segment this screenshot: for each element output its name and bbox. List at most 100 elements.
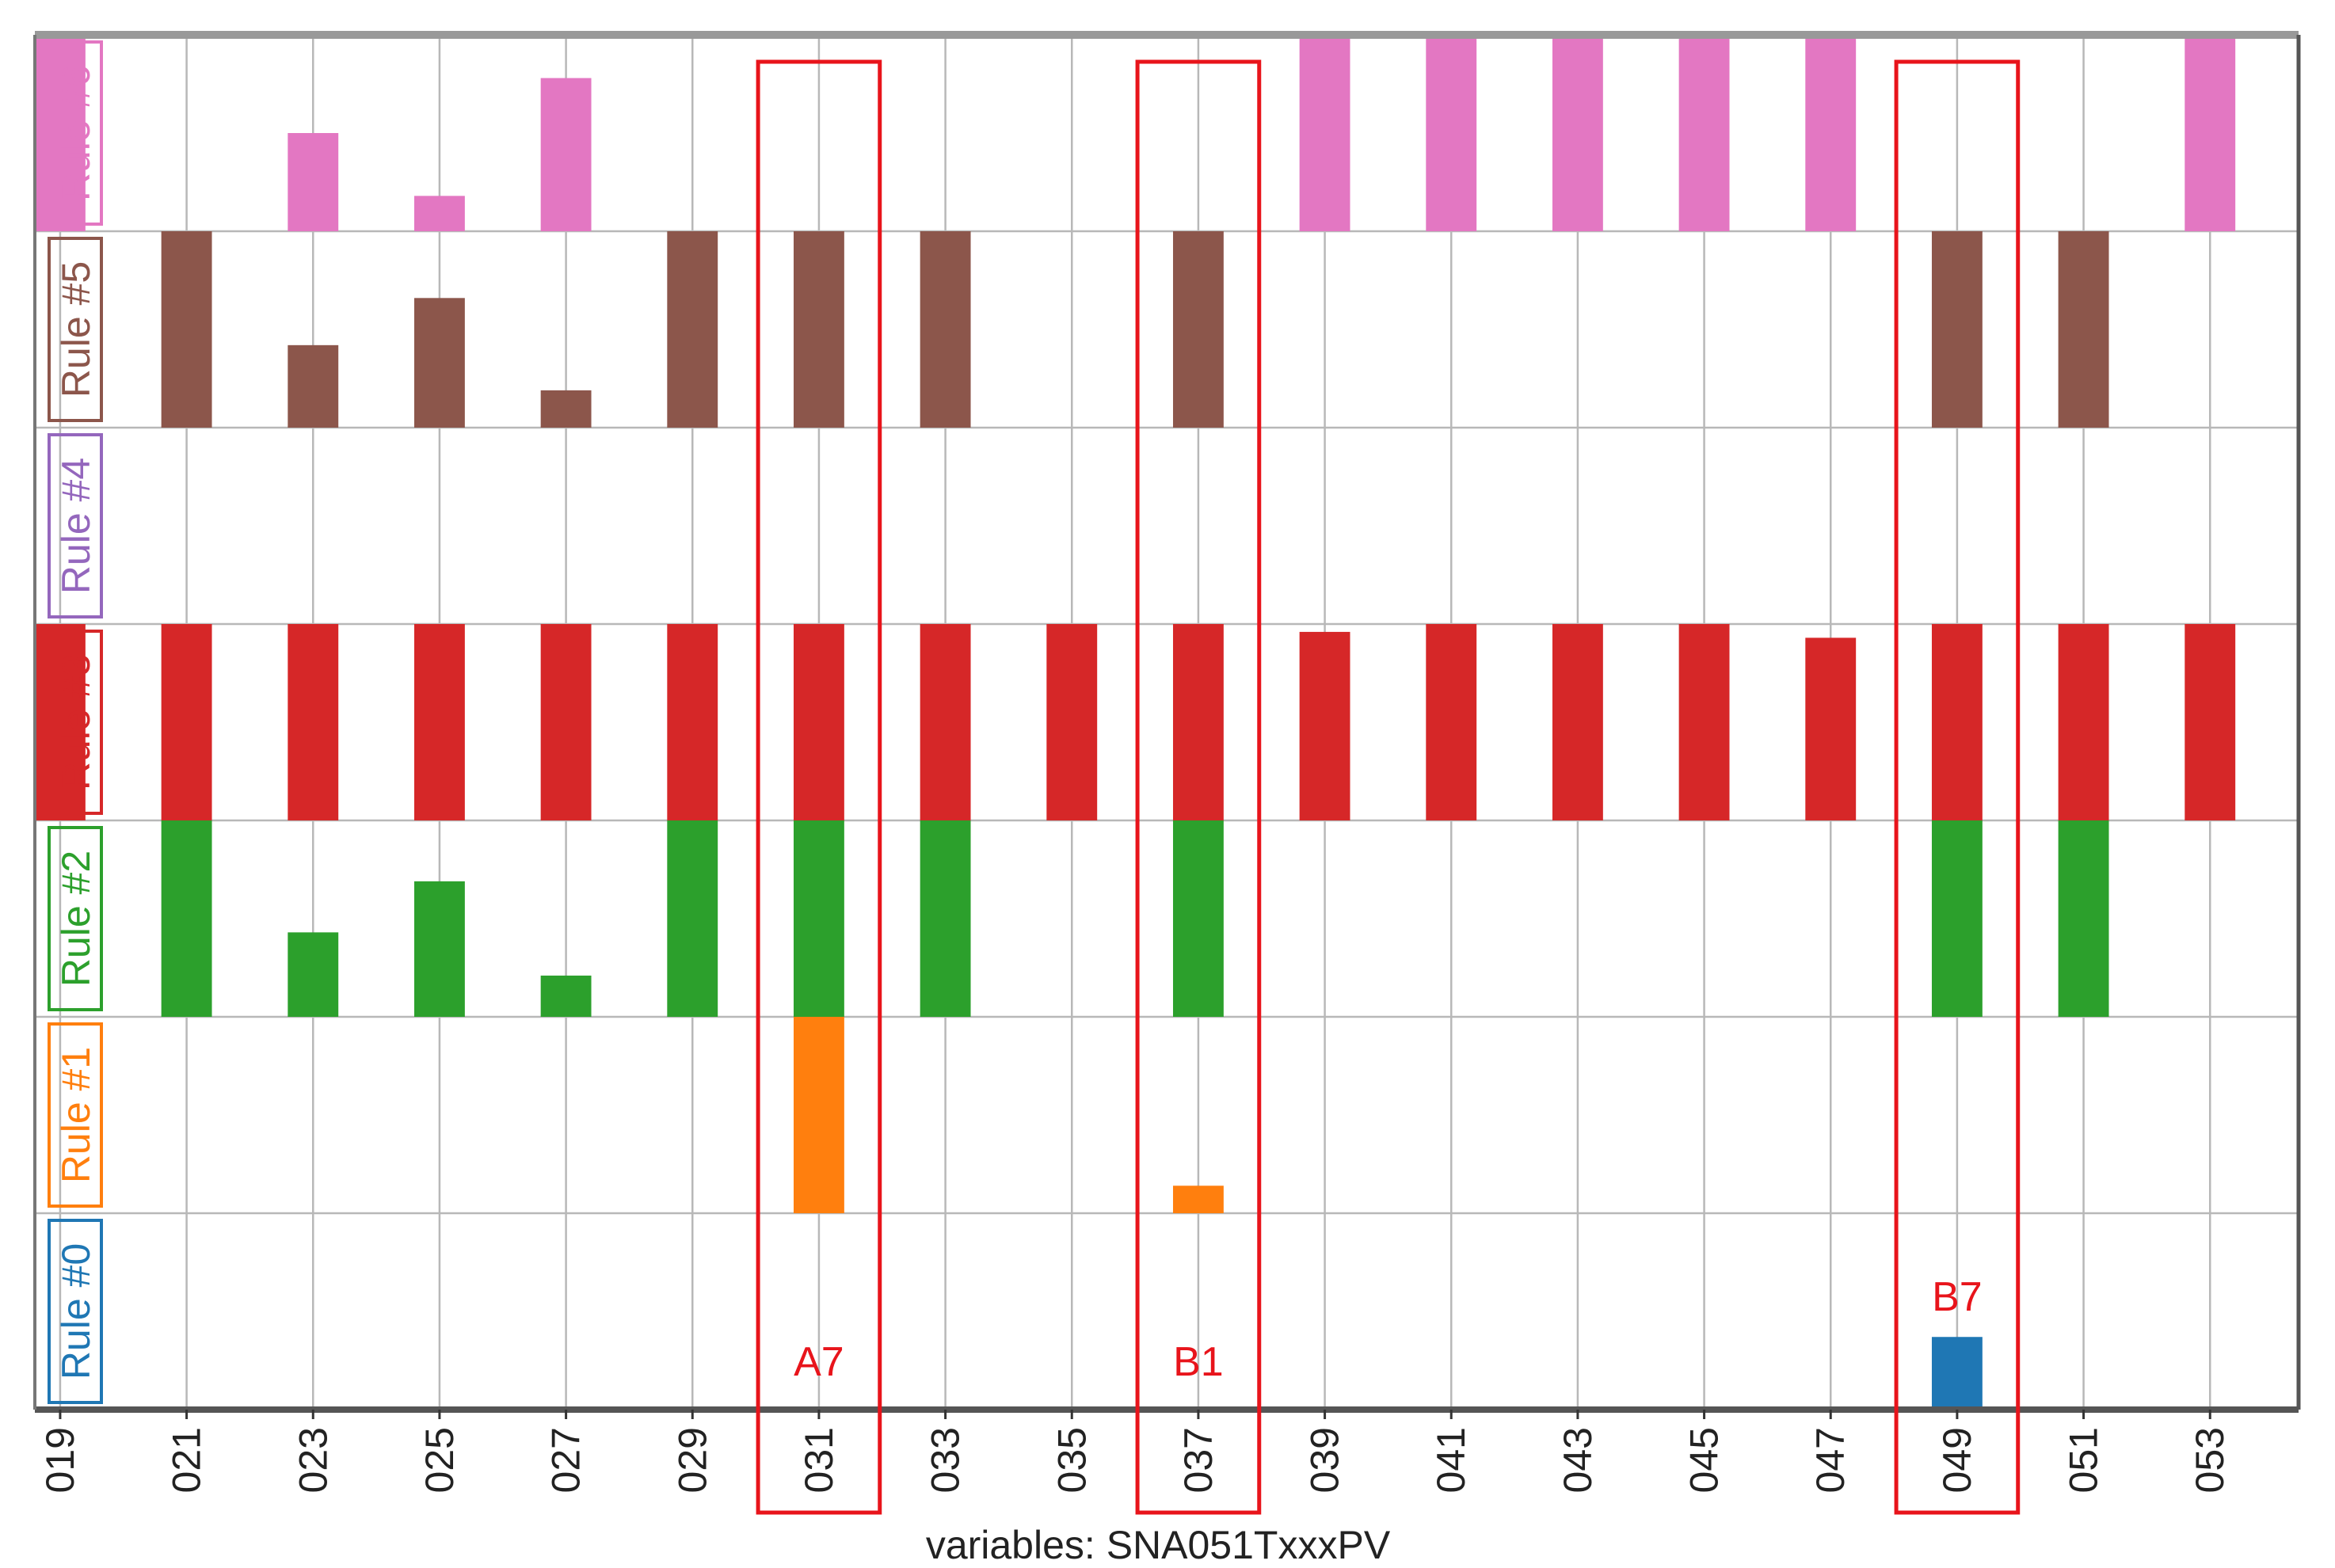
plot-frame [33, 31, 2301, 1413]
bar-rule-3-x21 [161, 624, 212, 820]
bar-rule-2-x29 [667, 820, 718, 1017]
highlight-box-b1 [1135, 59, 1262, 1515]
x-tick-label-043: 043 [1556, 1427, 1600, 1493]
bar-rule-5-x27 [540, 390, 592, 428]
x-tick-label-025: 025 [417, 1427, 462, 1493]
bar-rule-1-x37 [1172, 1186, 1224, 1213]
row-label-text-rule-3: Rule #3 [54, 654, 98, 790]
bar-rule-5-x33 [920, 231, 971, 428]
bar-rule-3-x23 [288, 624, 339, 820]
row-label-box-rule-3 [48, 630, 103, 815]
x-tick-label-051: 051 [2062, 1427, 2106, 1493]
highlight-box-b7 [1894, 59, 2021, 1515]
bar-rule-3-x19 [35, 624, 86, 820]
row-label-rule-1: Rule #1 [48, 1022, 103, 1208]
bar-rule-2-x21 [161, 820, 212, 1017]
bar-rule-3-x45 [1678, 624, 1730, 820]
x-tick-label-033: 033 [924, 1427, 968, 1493]
x-tick-label-039: 039 [1303, 1427, 1347, 1493]
bar-rule-3-x29 [667, 624, 718, 820]
row-label-rule-5: Rule #5 [48, 237, 103, 422]
bar-rule-5-x25 [413, 298, 465, 428]
bar-rule-0-x49 [1931, 1337, 1983, 1410]
bar-rule-6-x41 [1426, 35, 1477, 231]
bar-rule-5-x51 [2058, 231, 2109, 428]
bar-rule-3-x27 [540, 624, 592, 820]
bar-rule-3-x39 [1299, 631, 1350, 820]
x-tick-label-031: 031 [797, 1427, 841, 1493]
row-label-rule-3: Rule #3 [48, 630, 103, 815]
row-label-box-rule-0 [48, 1219, 103, 1404]
bar-rule-3-x49 [1931, 624, 1983, 820]
x-tick-label-023: 023 [291, 1427, 335, 1493]
bar-rule-3-x51 [2058, 624, 2109, 820]
bar-rule-6-x45 [1678, 35, 1730, 231]
bar-rule-2-x31 [793, 820, 844, 1017]
row-label-text-rule-1: Rule #1 [54, 1047, 98, 1183]
bar-rule-2-x37 [1172, 820, 1224, 1017]
highlight-boxes: A7 B1 B7 [756, 59, 2021, 1515]
highlight-label-a7: A7 [794, 1339, 844, 1385]
bar-rule-6-x53 [2185, 35, 2236, 231]
row-label-text-rule-2: Rule #2 [54, 851, 98, 987]
x-tick-label-029: 029 [670, 1427, 714, 1493]
row-label-box-rule-1 [48, 1022, 103, 1208]
x-tick-label-037: 037 [1176, 1427, 1221, 1493]
bar-rule-3-x47 [1805, 637, 1857, 820]
x-tick-label-045: 045 [1682, 1427, 1727, 1493]
row-labels: Rule #6 Rule #5 Rule #4 Rule #3 Rule #2 Rule … [48, 40, 103, 1404]
x-tick-label-049: 049 [1935, 1427, 1979, 1493]
x-tick-label-027: 027 [544, 1427, 589, 1493]
bar-rule-5-x29 [667, 231, 718, 428]
bar-rule-2-x25 [413, 881, 465, 1017]
bar-rule-3-x53 [2185, 624, 2236, 820]
bar-rule-5-x21 [161, 231, 212, 428]
bar-rule-6-x43 [1552, 35, 1603, 231]
bar-rule-3-x33 [920, 624, 971, 820]
row-label-box-rule-2 [48, 826, 103, 1011]
row-label-text-rule-6: Rule #6 [54, 65, 98, 201]
row-label-rule-6: Rule #6 [48, 40, 103, 226]
row-label-box-rule-4 [48, 433, 103, 618]
bar-rule-6-x19 [35, 35, 86, 231]
x-tick-label-041: 041 [1429, 1427, 1473, 1493]
row-label-box-rule-5 [48, 237, 103, 422]
row-label-rule-0: Rule #0 [48, 1219, 103, 1404]
highlight-label-b1: B1 [1173, 1339, 1224, 1385]
bar-rule-2-x51 [2058, 820, 2109, 1017]
x-axis-label: variables: SNA051TxxxPV [926, 1523, 1391, 1567]
highlight-label-b7: B7 [1932, 1274, 1983, 1320]
bar-rule-2-x33 [920, 820, 971, 1017]
row-label-text-rule-5: Rule #5 [54, 261, 98, 398]
bar-rule-6-x39 [1299, 35, 1350, 231]
bar-rule-2-x49 [1931, 820, 1983, 1017]
bar-rule-5-x37 [1172, 231, 1224, 428]
bar-rule-3-x37 [1172, 624, 1224, 820]
x-tick-label-053: 053 [2188, 1427, 2232, 1493]
bar-rule-6-x25 [413, 196, 465, 231]
bar-rule-5-x23 [288, 344, 339, 428]
row-label-rule-4: Rule #4 [48, 433, 103, 618]
bar-rule-6-x23 [288, 133, 339, 231]
bar-rule-3-x35 [1046, 624, 1098, 820]
x-tick-label-035: 035 [1049, 1427, 1094, 1493]
x-tick-label-019: 019 [38, 1427, 82, 1493]
bars [35, 35, 2236, 1410]
bar-rule-3-x31 [793, 624, 844, 820]
bar-rule-2-x27 [540, 975, 592, 1017]
row-label-rule-2: Rule #2 [48, 826, 103, 1011]
highlight-box-a7 [756, 59, 882, 1515]
bar-rule-5-x31 [793, 231, 844, 428]
bar-rule-3-x25 [413, 624, 465, 820]
x-tick-label-047: 047 [1808, 1427, 1853, 1493]
row-label-text-rule-0: Rule #0 [54, 1243, 98, 1380]
bar-rule-3-x43 [1552, 624, 1603, 820]
bar-rule-2-x23 [288, 932, 339, 1017]
x-tick-labels: 019 021 023 025 027 029 031 033 035 037 039 041 043 0… [38, 1410, 2232, 1493]
bar-rule-5-x49 [1931, 231, 1983, 428]
x-tick-label-021: 021 [165, 1427, 209, 1493]
bar-rule-3-x41 [1426, 624, 1477, 820]
bar-rule-1-x31 [793, 1017, 844, 1213]
